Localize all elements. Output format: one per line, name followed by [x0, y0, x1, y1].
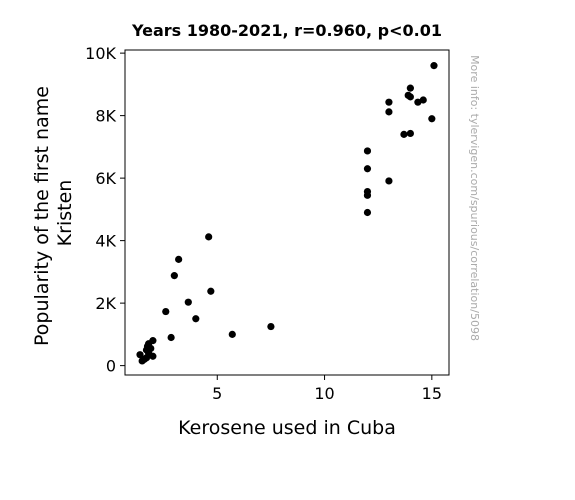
data-point [400, 130, 408, 138]
data-point [184, 298, 192, 306]
data-point [406, 84, 414, 92]
y-axis-ticks: 0 2K 4K 6K 8K 10K [85, 44, 125, 376]
data-point [363, 165, 372, 173]
data-point [419, 96, 427, 104]
y-axis-label-line-2: Kristen [54, 180, 76, 247]
y-tick-label: 0 [106, 357, 116, 376]
data-point [149, 352, 157, 360]
data-point [149, 337, 157, 345]
source-note: More info: tylervigen.com/spurious/corre… [468, 55, 481, 341]
data-point [207, 287, 215, 295]
y-tick-label: 6K [95, 169, 116, 188]
data-point [205, 233, 213, 241]
data-point [385, 177, 393, 185]
data-point [192, 315, 200, 323]
data-point [385, 98, 393, 106]
y-tick-label: 8K [95, 107, 116, 126]
x-axis-ticks: 5 10 15 [212, 375, 442, 403]
y-axis-label: Popularity of the first name Kristen [31, 80, 76, 346]
points-layer [136, 62, 438, 365]
data-point [430, 62, 438, 70]
data-point [406, 93, 414, 101]
data-point [363, 147, 372, 155]
plot-area-frame [124, 49, 450, 376]
data-point [363, 208, 372, 217]
data-point [428, 115, 436, 123]
data-point [228, 330, 236, 338]
data-point [406, 129, 414, 138]
data-point [267, 322, 275, 331]
data-point [363, 191, 372, 199]
x-axis-label: Kerosene used in Cuba [178, 417, 396, 439]
data-point [136, 351, 144, 359]
data-point [162, 307, 170, 316]
x-tick-label: 10 [314, 384, 334, 403]
x-tick-label: 15 [422, 384, 442, 403]
y-tick-label: 4K [95, 232, 116, 251]
y-tick-label: 2K [95, 294, 116, 313]
x-tick-label: 5 [212, 384, 222, 403]
data-point [167, 333, 175, 342]
chart-title: Years 1980-2021, r=0.960, p<0.01 [131, 21, 442, 40]
y-axis-label-line-1: Popularity of the first name [31, 86, 53, 346]
data-point [175, 255, 183, 263]
data-point [147, 344, 155, 353]
data-point [385, 108, 393, 116]
y-tick-label: 10K [85, 44, 116, 63]
data-point [170, 272, 178, 280]
